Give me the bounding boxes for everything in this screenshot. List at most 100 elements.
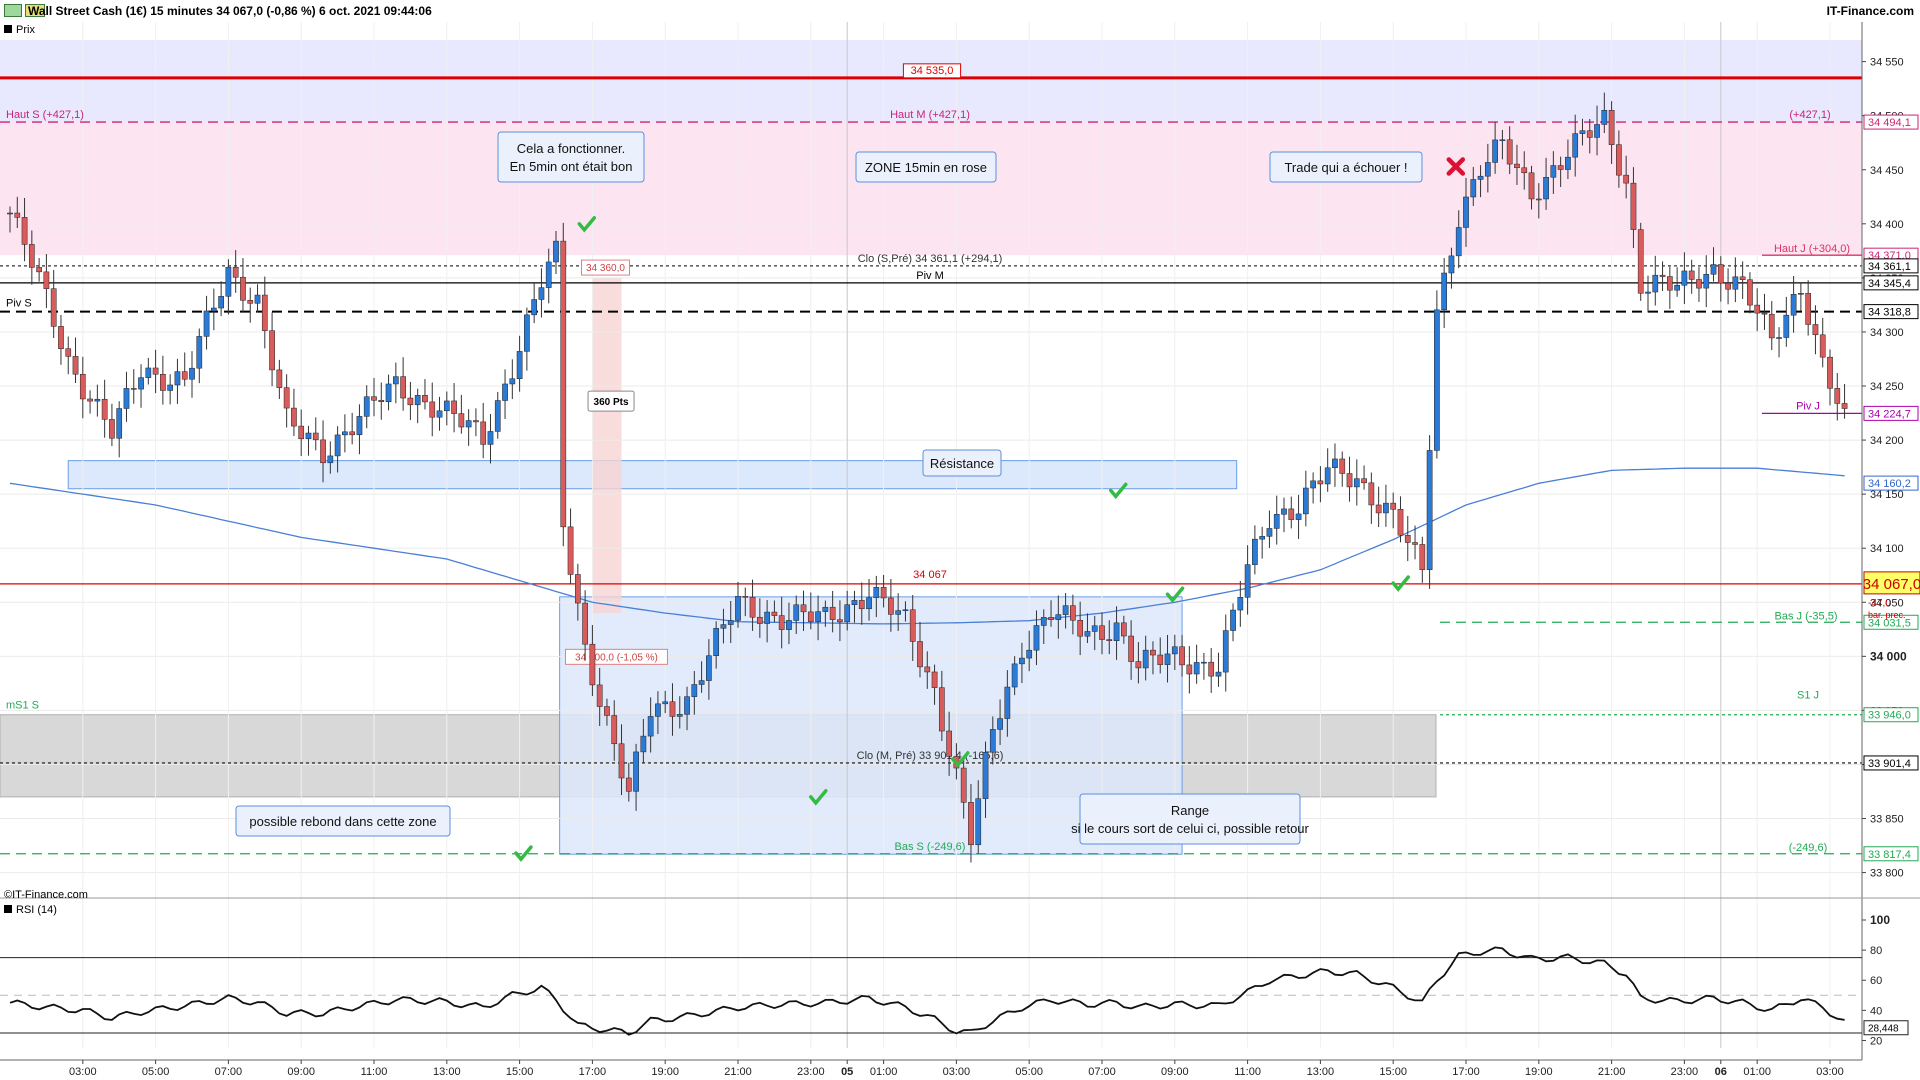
candle-up [1237, 597, 1244, 611]
candle-up [1281, 508, 1287, 515]
candle-up [1062, 605, 1069, 615]
candle-down [1637, 229, 1644, 294]
candle-down [1608, 110, 1615, 145]
time-tick-label: 01:00 [1743, 1066, 1771, 1078]
candle-down [240, 276, 246, 301]
candle-up [516, 351, 523, 379]
check-mark-icon [514, 845, 533, 862]
check-mark-icon [951, 751, 970, 768]
brand-link[interactable]: IT-Finance.com [1826, 4, 1914, 18]
candle-up [465, 420, 472, 428]
candle-down [181, 371, 188, 380]
candle-up [356, 416, 363, 436]
marker-34360-label: 34 360,0 [586, 263, 625, 274]
price-tick-label: 33 800 [1870, 868, 1904, 880]
candle-up [1681, 270, 1688, 286]
candle-down [931, 671, 938, 688]
level-label-line-34535: 34 535,0 [911, 65, 954, 77]
candle-down [312, 432, 319, 441]
note-trade-echouer-box [1269, 151, 1423, 183]
candle-up [531, 299, 538, 316]
time-tick-label: 09:00 [1161, 1066, 1189, 1078]
rsi-last-box [1863, 1020, 1909, 1036]
candle-up [633, 751, 639, 792]
candle-up [1004, 686, 1011, 719]
candle-up [676, 714, 683, 717]
note-possible-rebond-text: possible rebond dans cette zone [249, 814, 436, 829]
axis-tag-label: 34 345,4 [1868, 278, 1911, 290]
candle-up [1193, 662, 1200, 675]
candle-up [851, 600, 858, 605]
candle-down [371, 396, 377, 401]
level-label-piv-m: Piv M [916, 270, 944, 282]
candle-down [800, 604, 807, 613]
time-tick-label: 05 [841, 1066, 853, 1078]
time-axis: 03:00 05:00 07:00 09:00 11:00 13:00 15:00 17:00… [0, 1059, 1862, 1078]
zones-layer [0, 40, 1862, 855]
candle-up [385, 383, 392, 403]
candle-up [1055, 614, 1062, 620]
candle-down [611, 715, 618, 745]
candle-down [320, 439, 326, 464]
candle-up [538, 287, 545, 300]
axis-tag-label: 34 494,1 [1868, 117, 1911, 129]
level-tag-box-line-34535 [902, 63, 962, 79]
time-tick-label: 15:00 [506, 1066, 534, 1078]
candle-up [1026, 649, 1033, 659]
candle-up [1441, 272, 1448, 311]
candle-down [1404, 534, 1411, 543]
time-tick-label: 13:00 [433, 1066, 461, 1078]
candle-up [1674, 284, 1680, 291]
price-tick-label: 34 250 [1870, 381, 1904, 393]
candle-down [21, 217, 28, 245]
candle-down [1368, 482, 1375, 506]
note-resistance-text: Résistance [930, 456, 994, 471]
time-tick-label: 15:00 [1379, 1066, 1407, 1078]
candle-down [1717, 264, 1724, 284]
level-label-s1-j: S1 J [1797, 690, 1819, 702]
candle-down [109, 419, 115, 439]
time-tick-label: 03:00 [1816, 1066, 1844, 1078]
time-tick-label: 19:00 [1525, 1066, 1553, 1078]
rsi-legend-swatch [4, 905, 12, 913]
candle-down [742, 596, 749, 598]
time-tick-label: 03:00 [69, 1066, 97, 1078]
candle-up [1455, 227, 1462, 257]
candle-up [727, 620, 734, 625]
candle-down [1375, 504, 1382, 514]
level-label-haut-j: Haut J (+304,0) [1774, 243, 1850, 255]
candle-down [400, 376, 406, 399]
candle-down [829, 606, 836, 620]
candle-up [735, 596, 741, 621]
candle-up [895, 610, 902, 615]
current-price-label: 34 067,0 [1863, 576, 1920, 593]
candle-up [1565, 156, 1571, 170]
candle-up [167, 384, 174, 391]
axis-tag-box [1863, 304, 1919, 320]
candle-up [684, 696, 690, 715]
candle-down [458, 413, 465, 428]
candle-up [975, 798, 982, 846]
axis-tag-box [1863, 614, 1919, 630]
candle-up [1579, 130, 1586, 134]
candle-down [43, 271, 50, 289]
candle-up [1353, 478, 1360, 488]
candle-up [1550, 165, 1557, 178]
note-trade-echouer-text: Trade qui a échouer ! [1284, 160, 1407, 175]
marker-34360-box [580, 259, 630, 276]
candle-down [567, 526, 574, 575]
moving-average-layer [9, 467, 1845, 625]
candle-up [1040, 617, 1047, 626]
candle-down [130, 388, 137, 390]
candle-down [291, 407, 297, 427]
price-tick-label: 34 150 [1870, 489, 1904, 501]
candle-down [276, 369, 283, 388]
candle-up [443, 400, 450, 412]
candle-down [1725, 282, 1731, 290]
candle-up [1222, 630, 1229, 673]
app-logo-icon [4, 4, 22, 17]
candle-down [596, 684, 603, 707]
candle-up [1484, 162, 1491, 177]
candle-up [647, 716, 654, 737]
